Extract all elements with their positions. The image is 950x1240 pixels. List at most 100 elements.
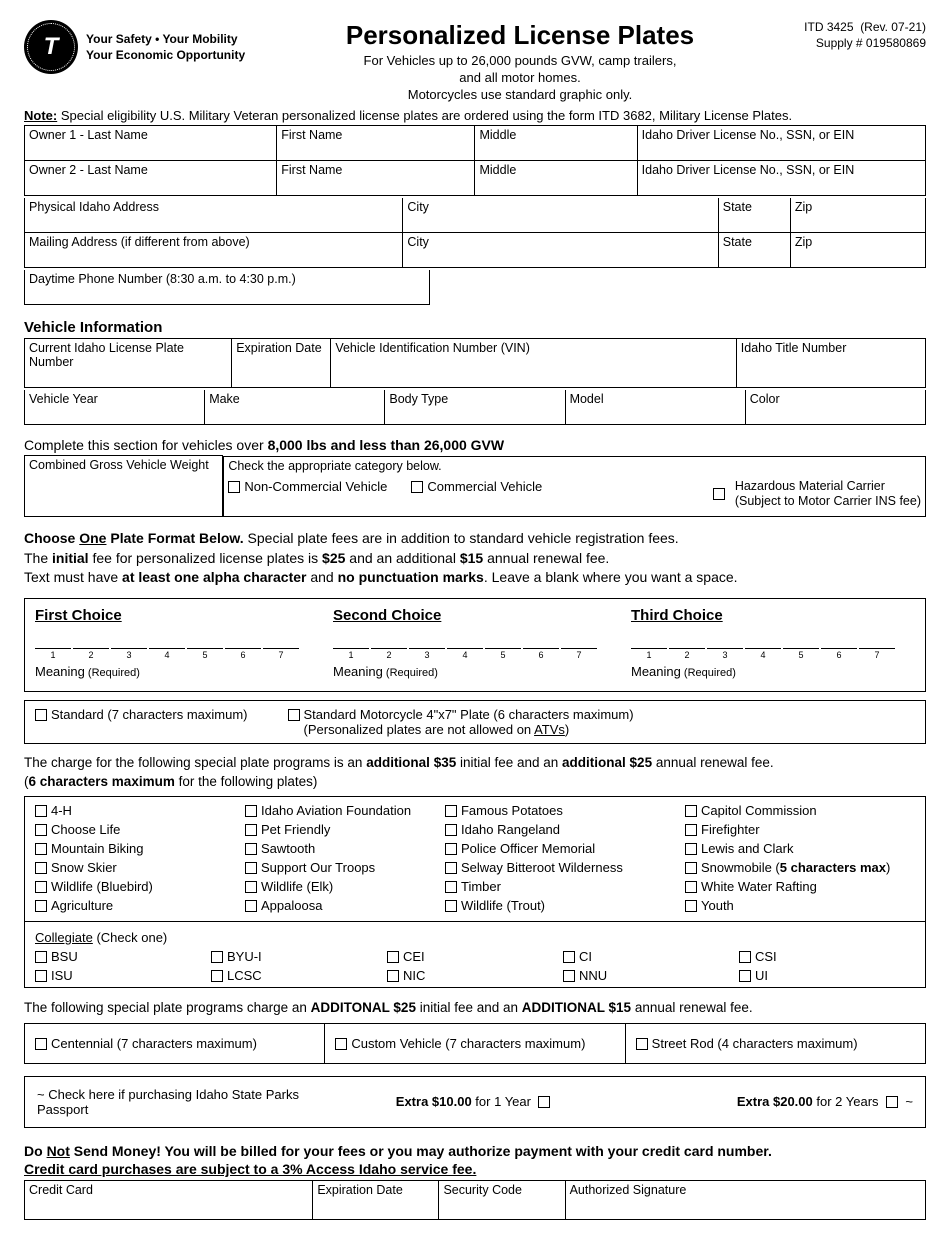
moto-label-1: Standard Motorcycle 4"x7" Plate (6 chara… (304, 707, 634, 722)
checkbox-collegiate[interactable]: CI (563, 949, 739, 964)
checkbox-collegiate[interactable]: NIC (387, 968, 563, 983)
checkbox-plate[interactable]: Wildlife (Elk) (245, 879, 445, 894)
checkbox-plate[interactable]: Wildlife (Trout) (445, 898, 685, 913)
checkbox-plate[interactable]: Youth (685, 898, 915, 913)
owner1-id[interactable]: Idaho Driver License No., SSN, or EIN (637, 126, 925, 161)
second-choice-title: Second Choice (333, 607, 617, 624)
checkbox-collegiate[interactable]: LCSC (211, 968, 387, 983)
checkbox-collegiate[interactable]: NNU (563, 968, 739, 983)
checkbox-collegiate[interactable]: CSI (739, 949, 915, 964)
category-label: Check the appropriate category below. (228, 459, 921, 473)
checkbox-plate[interactable]: Lewis and Clark (685, 841, 915, 856)
third-choice-slots[interactable]: 1234567 (631, 632, 915, 660)
second-choice-slots[interactable]: 1234567 (333, 632, 617, 660)
supply-number: Supply # 019580869 (816, 36, 926, 50)
taglines: Your Safety • Your Mobility Your Economi… (86, 31, 245, 63)
checkbox-noncommercial[interactable]: Non-Commercial Vehicle (228, 479, 387, 494)
checkbox-custom-vehicle[interactable]: Custom Vehicle (7 characters maximum) (324, 1024, 624, 1063)
vehicle-make[interactable]: Make (205, 390, 385, 425)
checkbox-collegiate[interactable]: CEI (387, 949, 563, 964)
checkbox-commercial[interactable]: Commercial Vehicle (411, 479, 542, 494)
checkbox-plate[interactable]: Support Our Troops (245, 860, 445, 875)
checkbox-collegiate[interactable]: BYU-I (211, 949, 387, 964)
checkbox-plate[interactable]: Police Officer Memorial (445, 841, 685, 856)
vin[interactable]: Vehicle Identification Number (VIN) (331, 339, 736, 388)
second-meaning[interactable]: Meaning (Required) (333, 664, 617, 679)
gvw-table: Combined Gross Vehicle Weight Check the … (24, 455, 926, 517)
collegiate-section: Collegiate (Check one) (35, 930, 915, 945)
cgvw[interactable]: Combined Gross Vehicle Weight (25, 456, 223, 517)
mailing-state[interactable]: State (718, 233, 790, 268)
owner-table: Owner 1 - Last Name First Name Middle Id… (24, 125, 926, 196)
first-meaning[interactable]: Meaning (Required) (35, 664, 319, 679)
owner1-first[interactable]: First Name (277, 126, 475, 161)
checkbox-plate[interactable]: Pet Friendly (245, 822, 445, 837)
checkbox-plate[interactable]: Agriculture (35, 898, 245, 913)
vehicle-heading: Vehicle Information (24, 319, 926, 336)
daytime-phone[interactable]: Daytime Phone Number (8:30 a.m. to 4:30 … (25, 270, 430, 305)
checkbox-plate[interactable]: Snowmobile (5 characters max) (685, 860, 915, 875)
checkbox-plate[interactable]: Choose Life (35, 822, 245, 837)
mailing-address[interactable]: Mailing Address (if different from above… (25, 233, 403, 268)
checkbox-street-rod[interactable]: Street Rod (4 characters maximum) (625, 1024, 925, 1063)
checkbox-plate[interactable]: Appaloosa (245, 898, 445, 913)
vehicle-year[interactable]: Vehicle Year (25, 390, 205, 425)
checkbox-plate[interactable]: White Water Rafting (685, 879, 915, 894)
collegiate-suffix: (Check one) (93, 930, 167, 945)
special-plate-grid: 4-HIdaho Aviation FoundationFamous Potat… (24, 796, 926, 988)
checkbox-plate[interactable]: Idaho Rangeland (445, 822, 685, 837)
hazmat-label: Hazardous Material Carrier(Subject to Mo… (735, 479, 921, 510)
physical-state[interactable]: State (718, 198, 790, 233)
physical-city[interactable]: City (403, 198, 718, 233)
choices-box: First Choice 1234567 Meaning (Required) … (24, 598, 926, 692)
checkbox-plate[interactable]: Wildlife (Bluebird) (35, 879, 245, 894)
owner2-first[interactable]: First Name (277, 161, 475, 196)
owner2-id[interactable]: Idaho Driver License No., SSN, or EIN (637, 161, 925, 196)
checkbox-standard[interactable]: Standard (7 characters maximum) (35, 707, 248, 737)
owner2-last[interactable]: Owner 2 - Last Name (25, 161, 277, 196)
first-choice-slots[interactable]: 1234567 (35, 632, 319, 660)
expiration-date[interactable]: Expiration Date (232, 339, 331, 388)
current-plate[interactable]: Current Idaho License Plate Number (25, 339, 232, 388)
mailing-zip[interactable]: Zip (790, 233, 925, 268)
checkbox-parks-2yr[interactable]: Extra $20.00 for 2 Years ~ (621, 1094, 913, 1109)
authorized-signature[interactable]: Authorized Signature (565, 1181, 925, 1220)
checkbox-hazmat[interactable]: Hazardous Material Carrier(Subject to Mo… (713, 479, 921, 510)
checkbox-plate[interactable]: Timber (445, 879, 685, 894)
checkbox-plate[interactable]: Famous Potatoes (445, 803, 685, 818)
vehicle-model[interactable]: Model (565, 390, 745, 425)
checkbox-plate[interactable]: Firefighter (685, 822, 915, 837)
cc-expiration[interactable]: Expiration Date (313, 1181, 439, 1220)
third-meaning[interactable]: Meaning (Required) (631, 664, 915, 679)
body-type[interactable]: Body Type (385, 390, 565, 425)
credit-card[interactable]: Credit Card (25, 1181, 313, 1220)
owner1-middle[interactable]: Middle (475, 126, 637, 161)
checkbox-motorcycle[interactable]: Standard Motorcycle 4"x7" Plate (6 chara… (288, 707, 634, 737)
first-choice: First Choice 1234567 Meaning (Required) (35, 607, 319, 679)
vehicle-table-1: Current Idaho License Plate Number Expir… (24, 338, 926, 388)
moto-label-2: (Personalized plates are not allowed on … (304, 722, 570, 737)
checkbox-collegiate[interactable]: UI (739, 968, 915, 983)
idaho-title-number[interactable]: Idaho Title Number (736, 339, 925, 388)
street-rod-label: Street Rod (4 characters maximum) (652, 1036, 858, 1051)
checkbox-collegiate[interactable]: BSU (35, 949, 211, 964)
checkbox-collegiate[interactable]: ISU (35, 968, 211, 983)
checkbox-plate[interactable]: Sawtooth (245, 841, 445, 856)
checkbox-plate[interactable]: Capitol Commission (685, 803, 915, 818)
vehicle-color[interactable]: Color (745, 390, 925, 425)
subtitle-3: Motorcycles use standard graphic only. (284, 87, 756, 102)
checkbox-plate[interactable]: Snow Skier (35, 860, 245, 875)
checkbox-plate[interactable]: 4-H (35, 803, 245, 818)
checkbox-plate[interactable]: Selway Bitteroot Wilderness (445, 860, 685, 875)
checkbox-parks-1yr[interactable]: Extra $10.00 for 1 Year (329, 1094, 621, 1109)
custom-label: Custom Vehicle (7 characters maximum) (351, 1036, 585, 1051)
checkbox-plate[interactable]: Idaho Aviation Foundation (245, 803, 445, 818)
physical-zip[interactable]: Zip (790, 198, 925, 233)
physical-address[interactable]: Physical Idaho Address (25, 198, 403, 233)
cc-security-code[interactable]: Security Code (439, 1181, 565, 1220)
checkbox-plate[interactable]: Mountain Biking (35, 841, 245, 856)
owner2-middle[interactable]: Middle (475, 161, 637, 196)
owner1-last[interactable]: Owner 1 - Last Name (25, 126, 277, 161)
mailing-city[interactable]: City (403, 233, 718, 268)
checkbox-centennial[interactable]: Centennial (7 characters maximum) (25, 1024, 324, 1063)
